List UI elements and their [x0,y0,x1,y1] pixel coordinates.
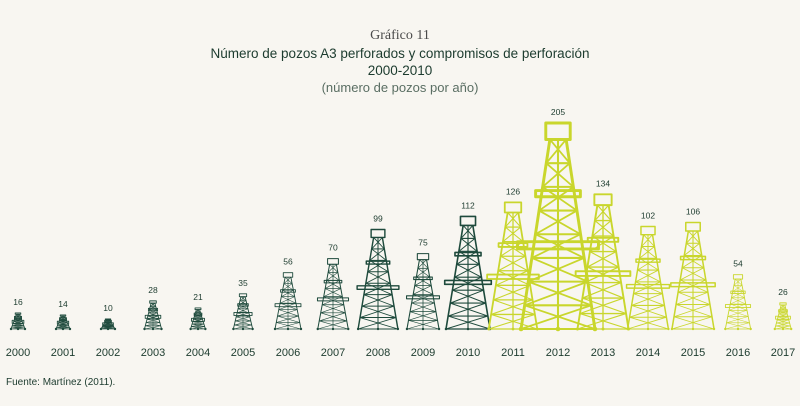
value-label: 75 [418,238,428,248]
value-label: 28 [148,285,158,295]
value-label: 10 [103,303,113,313]
derrick-2008 [356,228,400,331]
value-label: 126 [506,186,520,196]
year-label: 2012 [546,347,570,359]
value-label: 16 [13,297,23,307]
year-label: 2011 [501,347,525,359]
year-label: 2004 [186,347,210,359]
source-note: Fuente: Martínez (2011). [6,377,116,388]
year-label: 2008 [366,347,390,359]
value-label: 112 [461,200,475,210]
value-label: 205 [551,107,565,117]
derrick-2010 [443,215,493,331]
value-label: 102 [641,211,655,221]
year-label: 2002 [96,347,120,359]
derrick-2005 [232,293,254,331]
year-label: 2001 [51,347,75,359]
derrick-2017 [773,302,793,331]
derrick-2007 [316,258,350,331]
year-label: 2009 [411,347,435,359]
year-label: 2007 [321,347,345,359]
year-label: 2003 [141,347,165,359]
value-label: 134 [596,178,610,188]
value-label: 54 [733,259,743,269]
value-label: 70 [328,243,338,253]
year-label: 2017 [771,347,795,359]
derrick-2009 [405,253,441,331]
year-label: 2016 [726,347,750,359]
derrick-2002 [99,318,117,331]
value-label: 35 [238,278,248,288]
derrick-2015 [670,221,716,331]
derrick-2000 [9,312,27,331]
derrick-2013 [574,193,632,331]
chart-header: Gráfico 11 Número de pozos A3 perforados… [0,28,800,96]
year-label: 2014 [636,347,660,359]
figure-label: Gráfico 11 [370,28,430,43]
chart-title: Número de pozos A3 perforados y compromi… [210,46,590,61]
year-label: 2005 [231,347,255,359]
value-label: 26 [778,287,788,297]
derrick-2003 [143,300,163,331]
year-label: 2013 [591,347,615,359]
value-label: 14 [58,299,68,309]
value-label: 56 [283,257,293,267]
derrick-2014 [625,225,671,331]
value-label: 106 [686,206,700,216]
value-label: 99 [373,214,383,224]
year-label: 2000 [6,347,30,359]
value-label: 21 [193,292,203,302]
chart-subtitle: 2000-2010 [367,63,433,78]
derrick-2006 [273,272,303,331]
year-label: 2015 [681,347,705,359]
derrick-2001 [54,314,72,331]
derrick-2004 [189,307,207,331]
chart-units: (número de pozos por año) [321,80,479,95]
year-label: 2006 [276,347,300,359]
year-label: 2010 [456,347,480,359]
derrick-2016 [724,274,752,331]
